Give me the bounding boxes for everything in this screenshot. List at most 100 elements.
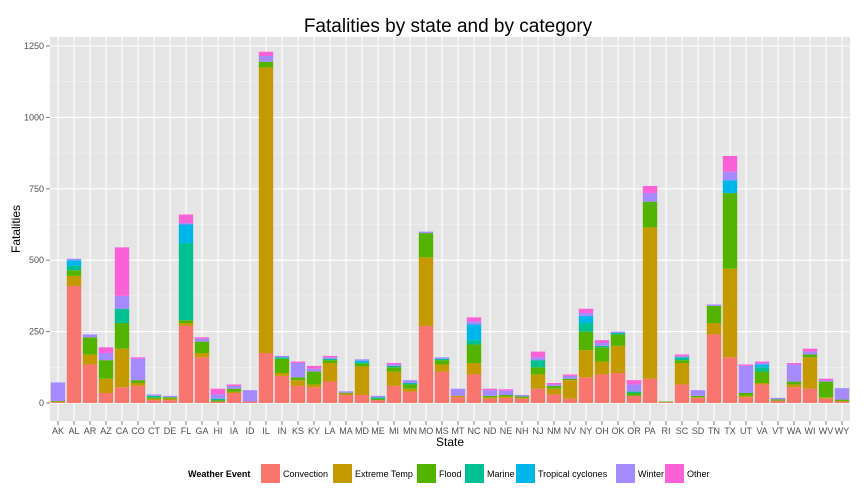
- x-tick-label: NY: [580, 426, 593, 436]
- legend-label-flood: Flood: [439, 469, 462, 479]
- bar-segment-il-other: [258, 51, 274, 56]
- bar-segment-fl-extreme-temp: [178, 323, 194, 326]
- bar-segment-sc-flood: [674, 360, 690, 364]
- y-tick-label: 1000: [24, 112, 44, 122]
- x-tick-label: CT: [148, 426, 160, 436]
- bar-segment-ca-winter: [114, 295, 130, 309]
- x-tick-label: MS: [435, 426, 449, 436]
- bar-segment-sc-other: [674, 354, 690, 356]
- x-tick-label: CA: [116, 426, 129, 436]
- bar-segment-az-winter: [98, 353, 114, 361]
- x-tick-label: OR: [627, 426, 641, 436]
- bar-segment-tx-extreme-temp: [722, 268, 738, 358]
- bar-segment-ca-other: [114, 247, 130, 296]
- bar-segment-ak-convection: [50, 402, 66, 403]
- chart-title: Fatalities by state and by category: [304, 16, 593, 37]
- bar-segment-ar-extreme-temp: [82, 354, 98, 365]
- bar-segment-hi-other: [210, 388, 226, 395]
- y-axis-title: Fatalities: [9, 205, 23, 253]
- bar-segment-me-marine: [370, 397, 386, 399]
- x-tick-label: WV: [819, 426, 834, 436]
- bar-segment-sc-marine: [674, 357, 690, 361]
- bar-segment-ms-convection: [434, 371, 450, 403]
- y-tick-label: 750: [29, 184, 44, 194]
- bar-segment-nd-other: [482, 388, 498, 391]
- bar-segment-wi-extreme-temp: [802, 357, 818, 389]
- bar-segment-hi-marine: [210, 398, 226, 401]
- x-tick-label: ND: [484, 426, 497, 436]
- y-tick-label: 1250: [24, 41, 44, 51]
- bar-segment-md-convection: [354, 395, 370, 403]
- bar-segment-fl-flood: [178, 320, 194, 324]
- bar-segment-nc-flood: [466, 344, 482, 364]
- bar-segment-me-convection: [370, 400, 386, 403]
- bar-segment-ct-marine: [146, 395, 162, 398]
- bar-segment-oh-marine: [594, 345, 610, 348]
- x-tick-label: VT: [772, 426, 784, 436]
- bar-segment-md-tropical-cyclones: [354, 360, 370, 363]
- legend-swatch-extreme-temp: [333, 464, 352, 483]
- bar-segment-ga-flood: [194, 341, 210, 354]
- bar-segment-nd-convection: [482, 398, 498, 403]
- bar-segment-wa-other: [786, 363, 802, 365]
- bar-segment-ny-convection: [578, 377, 594, 403]
- bar-segment-ut-other: [738, 364, 754, 366]
- legend-swatch-marine: [465, 464, 484, 483]
- bar-segment-ak-flood: [50, 401, 66, 402]
- bar-segment-al-flood: [66, 270, 82, 276]
- bar-segment-il-flood: [258, 61, 274, 68]
- bar-segment-de-flood: [162, 397, 178, 399]
- bar-segment-sd-winter: [690, 390, 706, 396]
- bar-segment-sd-flood: [690, 395, 706, 398]
- bar-segment-ky-extreme-temp: [306, 384, 322, 388]
- bar-segment-la-flood: [322, 360, 338, 364]
- x-tick-label: UT: [740, 426, 752, 436]
- bar-segment-de-winter: [162, 395, 178, 398]
- bar-segment-wi-other: [802, 348, 818, 352]
- x-tick-label: OH: [595, 426, 609, 436]
- bar-segment-nv-other: [562, 374, 578, 376]
- bar-segment-nv-extreme-temp: [562, 380, 578, 399]
- legend-swatch-winter: [616, 464, 635, 483]
- bar-segment-mn-winter: [402, 380, 418, 384]
- bar-segment-fl-convection: [178, 325, 194, 403]
- bar-segment-la-convection: [322, 381, 338, 403]
- x-tick-label: AK: [52, 426, 64, 436]
- bar-segment-va-tropical-cyclones: [754, 364, 770, 368]
- bar-segment-in-winter: [274, 355, 290, 358]
- bar-segment-in-convection: [274, 375, 290, 403]
- x-tick-label: WA: [787, 426, 801, 436]
- bar-segment-tx-flood: [722, 193, 738, 269]
- x-tick-label: ID: [246, 426, 256, 436]
- bar-segment-tx-tropical-cyclones: [722, 180, 738, 194]
- bar-segment-mi-extreme-temp: [386, 371, 402, 386]
- y-tick-label: 250: [29, 327, 44, 337]
- bar-segment-ak-extreme-temp: [50, 401, 66, 403]
- x-axis-title: State: [436, 435, 464, 449]
- bar-segment-nc-other: [466, 317, 482, 322]
- bar-segment-ga-convection: [194, 357, 210, 403]
- x-tick-label: AL: [68, 426, 79, 436]
- bar-segment-ks-winter: [290, 363, 306, 378]
- bar-segment-in-extreme-temp: [274, 373, 290, 376]
- bar-segment-vt-convection: [770, 400, 786, 403]
- bar-segment-oh-extreme-temp: [594, 361, 610, 375]
- bar-segment-al-winter: [66, 258, 82, 261]
- bar-segment-ok-marine: [610, 333, 626, 335]
- bar-segment-oh-other: [594, 340, 610, 344]
- x-tick-label: NM: [547, 426, 561, 436]
- bar-segment-oh-flood: [594, 347, 610, 362]
- bar-segment-ky-flood: [306, 371, 322, 385]
- bar-segment-mt-extreme-temp: [450, 395, 466, 398]
- bar-segment-ms-marine: [434, 358, 450, 361]
- bar-segment-wy-convection: [834, 401, 850, 403]
- bar-segment-ia-extreme-temp: [226, 391, 242, 394]
- bar-segment-hi-winter: [210, 394, 226, 399]
- bar-segment-ia-winter: [226, 385, 242, 389]
- x-tick-label: MI: [389, 426, 399, 436]
- bar-segment-md-extreme-temp: [354, 366, 370, 396]
- bar-segment-ma-winter: [338, 391, 354, 393]
- x-tick-label: IL: [262, 426, 270, 436]
- bar-segment-sd-extreme-temp: [690, 397, 706, 398]
- bar-segment-nv-flood: [562, 378, 578, 381]
